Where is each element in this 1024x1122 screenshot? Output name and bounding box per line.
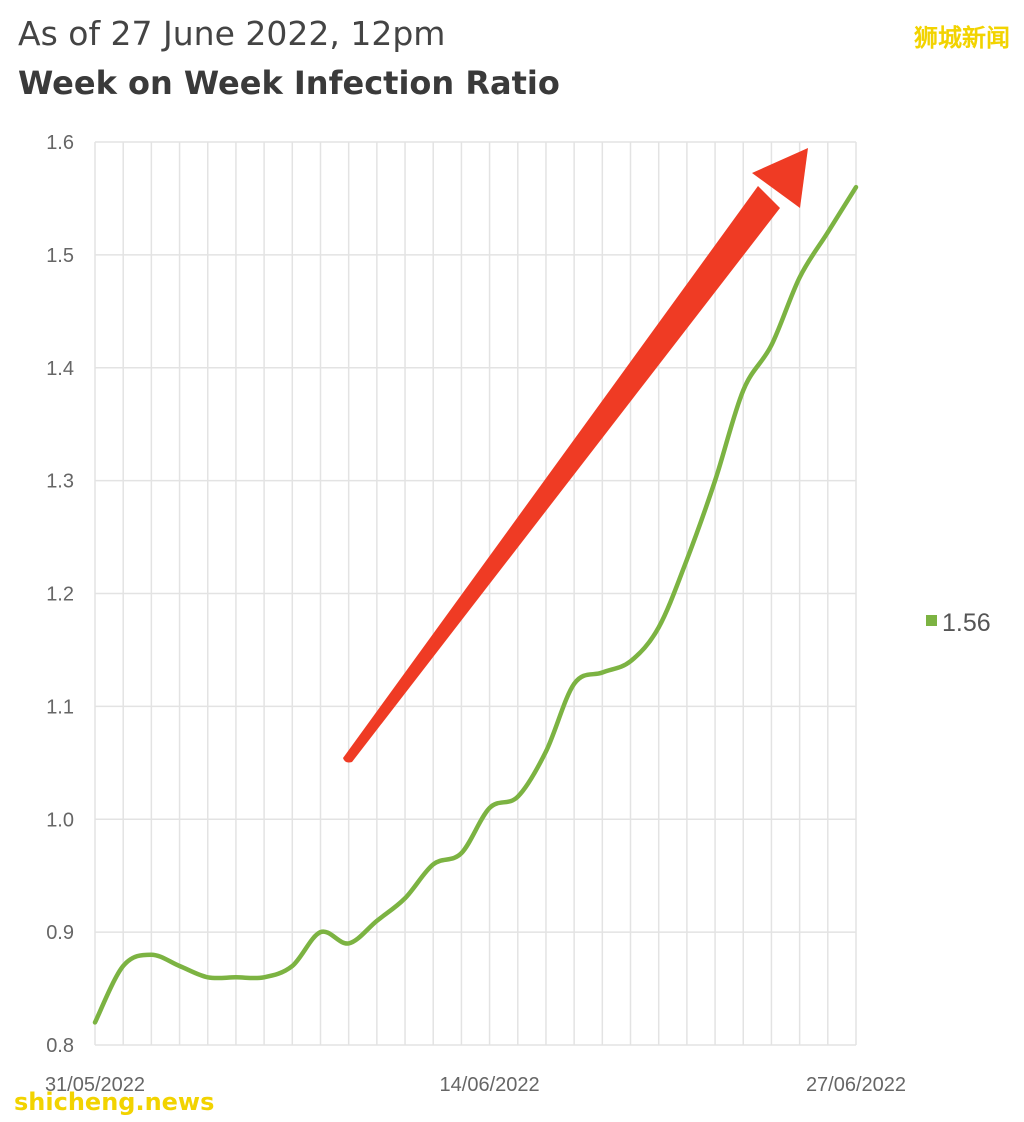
x-tick-label: 27/06/2022 (806, 1074, 906, 1096)
trend-arrow-annotation (343, 148, 808, 763)
legend: 1.56 (926, 609, 991, 637)
y-tick-label: 1.5 (46, 245, 74, 267)
series-line (92, 184, 859, 1025)
y-tick-label: 1.1 (46, 696, 74, 718)
watermark-bottom: shicheng.news (14, 1088, 215, 1116)
x-axis-tick-labels: 31/05/2022 14/06/2022 27/06/2022 (45, 1074, 906, 1096)
chart-title: Week on Week Infection Ratio (18, 64, 560, 102)
arrow-shaft (343, 186, 780, 763)
watermark-top: 狮城新闻 (914, 24, 1010, 52)
y-tick-label: 1.2 (46, 584, 74, 606)
arrow-head (752, 148, 808, 208)
x-tick-label: 14/06/2022 (440, 1074, 540, 1096)
y-tick-label: 0.8 (46, 1035, 74, 1057)
y-tick-label: 1.4 (46, 358, 74, 380)
y-tick-label: 1.3 (46, 471, 74, 493)
legend-label: 1.56 (942, 609, 991, 637)
y-tick-label: 0.9 (46, 922, 74, 944)
y-tick-label: 1.0 (46, 809, 74, 831)
y-axis-tick-labels: 0.8 0.9 1.0 1.1 1.2 1.3 1.4 1.5 1.6 (46, 132, 74, 1057)
chart-subtitle: As of 27 June 2022, 12pm (18, 14, 446, 53)
legend-swatch (926, 615, 937, 626)
x-tick-label: 31/05/2022 (45, 1074, 145, 1096)
y-tick-label: 1.6 (46, 132, 74, 154)
